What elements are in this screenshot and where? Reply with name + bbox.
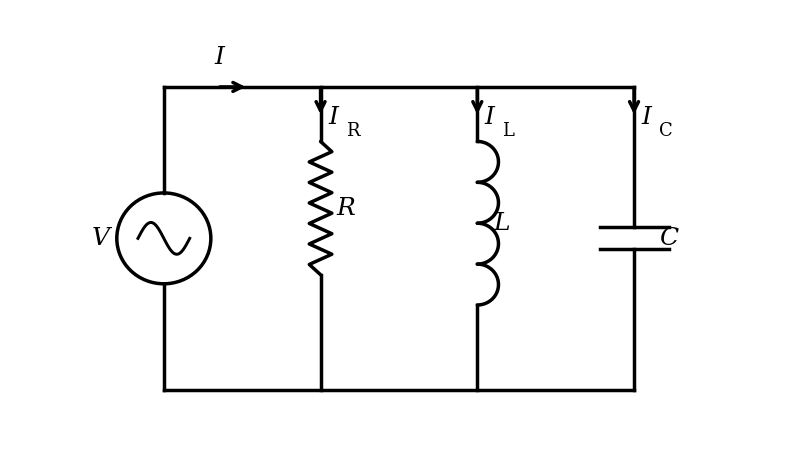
Text: V: V [92, 227, 110, 250]
Text: R: R [345, 121, 359, 140]
Text: I: I [328, 106, 338, 129]
Text: L: L [493, 212, 510, 235]
Text: R: R [337, 196, 355, 219]
Text: I: I [485, 106, 495, 129]
Text: L: L [502, 121, 515, 140]
Text: C: C [659, 121, 673, 140]
Text: I: I [642, 106, 651, 129]
Text: C: C [659, 227, 678, 250]
Text: I: I [214, 46, 224, 69]
